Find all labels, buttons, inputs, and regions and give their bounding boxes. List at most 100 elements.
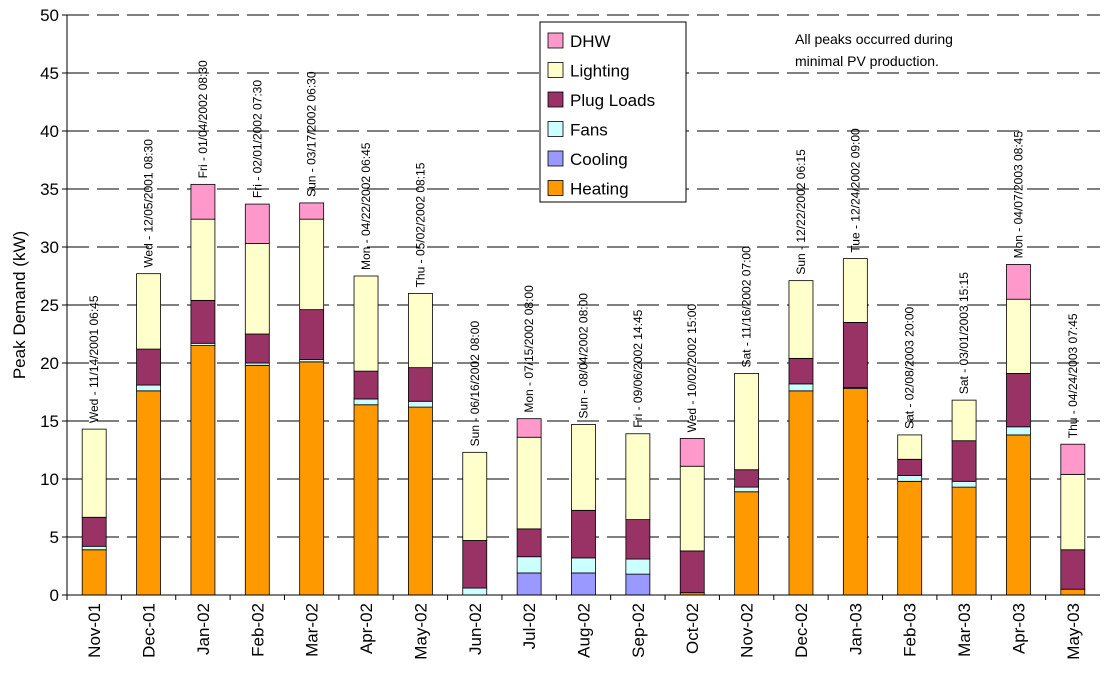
bar-plug-loads	[1060, 549, 1086, 590]
bar-plug-loads	[407, 367, 433, 402]
peak-label: Sat - 02/08/2003 20:00	[903, 306, 917, 428]
bar-lighting	[842, 258, 868, 323]
bar-cooling	[516, 572, 542, 596]
x-tick-label: Feb-03	[901, 603, 920, 657]
bar-fans	[734, 486, 760, 493]
y-tick-label: 0	[50, 586, 59, 605]
bar-dhw	[1006, 263, 1031, 300]
legend-label: Fans	[570, 121, 608, 140]
bars	[81, 183, 1086, 596]
x-tick-label: Jun-02	[466, 603, 485, 655]
bar-lighting	[788, 280, 814, 359]
y-tick-label: 30	[40, 238, 59, 257]
peak-label: Tue - 12/24/2002 09:00	[848, 128, 862, 253]
x-tick-label: Feb-02	[248, 603, 267, 657]
bar-lighting	[516, 436, 542, 530]
x-tick-label: Sep-02	[629, 603, 648, 658]
peak-label: Sun - 06/16/2002 08:00	[468, 321, 482, 447]
y-tick-label: 50	[40, 6, 59, 25]
bar-plug-loads	[734, 469, 760, 488]
bar-lighting	[136, 273, 161, 350]
y-axis-title: Peak Demand (kW)	[10, 231, 29, 379]
x-tick-label: Mar-02	[303, 603, 322, 657]
bar-fans	[571, 557, 596, 574]
bar-plug-loads	[571, 509, 596, 559]
bar-fans	[136, 384, 161, 392]
bar-heating	[842, 388, 868, 596]
bar-plug-loads	[81, 516, 107, 547]
bar-fans	[788, 383, 814, 392]
bar-dhw	[244, 203, 270, 244]
bar-plug-loads	[136, 348, 161, 386]
x-tick-label: Dec-02	[792, 603, 811, 658]
peak-label: Fri - 09/06/2002 14:45	[631, 309, 645, 427]
bar-heating	[136, 390, 161, 596]
bar-plug-loads	[1006, 373, 1031, 428]
bar-cooling	[571, 572, 596, 596]
legend-swatch	[547, 32, 564, 49]
y-tick-label: 10	[40, 470, 59, 489]
bar-plug-loads	[679, 550, 705, 594]
bar-heating	[81, 549, 107, 596]
y-tick-label: 25	[40, 296, 59, 315]
bar-lighting	[679, 465, 705, 552]
peak-label: Mon - 04/07/2003 08:45	[1011, 131, 1025, 259]
bar-heating	[299, 361, 325, 596]
axes: 0 5 10 15 20 25 30 35 40 45 50 Nov-01 Dec-01 Jan-02 Fe…	[40, 6, 1100, 660]
peak-label: Wed - 10/02/2002 15:00	[685, 304, 699, 433]
x-tick-label: May-03	[1064, 603, 1083, 660]
x-tick-label: Nov-02	[738, 603, 757, 658]
legend-label: Heating	[570, 180, 629, 199]
bar-dhw	[1060, 443, 1086, 475]
bar-fans	[407, 400, 433, 408]
bar-lighting	[190, 218, 216, 301]
bar-fans	[951, 480, 977, 488]
bar-plug-loads	[244, 333, 270, 364]
bar-lighting	[951, 399, 977, 442]
x-tick-label: Mar-03	[955, 603, 974, 657]
bar-plug-loads	[897, 458, 923, 476]
peak-label: Thu - 05/02/2002 08:15	[413, 162, 427, 287]
x-tick-label: Jan-03	[846, 603, 865, 655]
bar-heating	[897, 480, 923, 596]
annotation-line-1: All peaks occurred during	[795, 31, 953, 47]
legend: DHW Lighting Plug Loads Fans Cooling Heating	[539, 21, 687, 203]
y-tick-label: 45	[40, 64, 59, 83]
bar-fans	[462, 587, 488, 596]
bar-lighting	[571, 424, 596, 511]
y-tick-label: 40	[40, 122, 59, 141]
bar-dhw	[679, 437, 705, 467]
bar-lighting	[353, 275, 379, 372]
x-tick-label: Oct-02	[683, 603, 702, 654]
x-tick-label: Aug-02	[575, 603, 594, 658]
bar-heating	[190, 345, 216, 596]
bar-lighting	[625, 433, 651, 521]
bar-heating	[788, 390, 814, 596]
bar-fans	[81, 545, 107, 551]
peak-label: Sun - 12/22/2002 06:15	[794, 149, 808, 275]
peak-label: Wed - 11/14/2001 06:45	[87, 295, 101, 423]
bar-heating	[353, 404, 379, 596]
bar-heating	[1060, 588, 1086, 596]
legend-swatch	[547, 150, 564, 167]
peak-label: Mon - 04/22/2002 06:45	[359, 142, 373, 270]
legend-label: DHW	[570, 32, 611, 51]
bar-lighting	[407, 292, 433, 369]
x-tick-label: May-02	[411, 603, 430, 660]
x-tick-label: Jul-02	[520, 603, 539, 649]
bar-plug-loads	[299, 309, 325, 360]
bar-heating	[734, 491, 760, 596]
peak-label: Fri - 02/01/2002 07:30	[250, 80, 264, 198]
x-tick-label: Jan-02	[194, 603, 213, 655]
legend-swatch	[547, 91, 564, 108]
bar-heating	[244, 364, 270, 596]
x-tick-label: Dec-01	[140, 603, 159, 658]
bar-lighting	[299, 218, 325, 311]
bar-plug-loads	[516, 528, 542, 558]
bar-dhw	[190, 183, 216, 220]
legend-box	[539, 21, 687, 203]
legend-swatch	[547, 62, 564, 78]
peak-label: Thu - 04/24/2003 07:45	[1066, 313, 1080, 438]
peak-label: Wed - 12/05/2001 08:30	[142, 139, 156, 268]
